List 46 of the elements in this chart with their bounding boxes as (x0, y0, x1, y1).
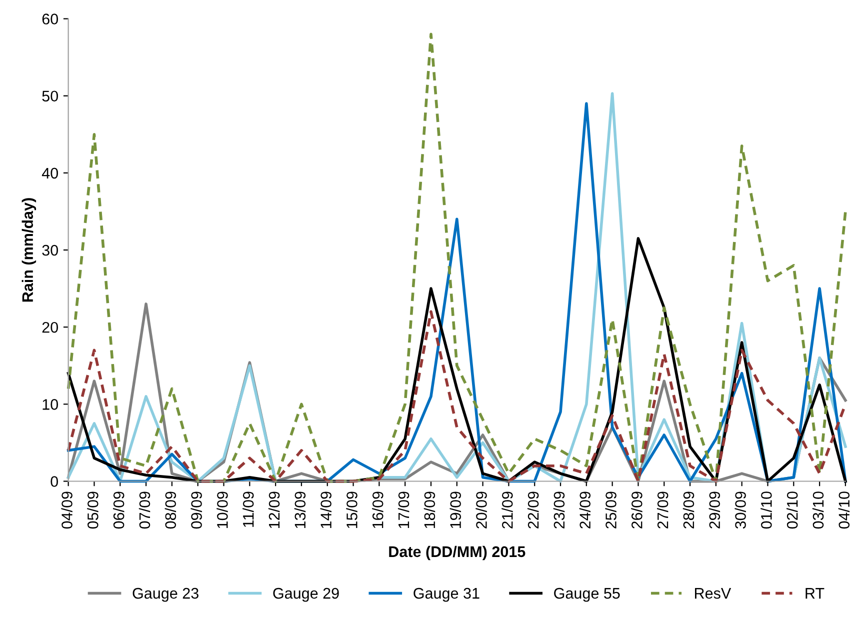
x-tick-label: 04/09 (61, 492, 72, 529)
x-tick-label: 18/09 (424, 492, 436, 528)
x-tick-label: 10/09 (216, 492, 228, 528)
x-tick-label: 01/10 (760, 492, 772, 529)
x-tick-label: 11/09 (242, 492, 254, 527)
x-tick-label: 12/09 (268, 492, 280, 528)
x-tick-label: 26/09 (631, 492, 642, 528)
x-tick-label: 28/09 (682, 492, 694, 528)
x-tick-label: 20/09 (476, 492, 487, 528)
x-tick-label: 03/10 (812, 492, 824, 529)
legend-label: Gauge 23 (132, 588, 198, 602)
x-tick-label: 17/09 (398, 492, 410, 528)
x-tick-label: 19/09 (450, 492, 461, 528)
x-tick-label: 09/09 (190, 492, 202, 529)
y-tick-label: 0 (50, 476, 58, 487)
legend-label: Gauge 55 (554, 588, 620, 602)
y-axis-title: Rain (mm/day) (22, 198, 36, 302)
x-tick-label: 13/09 (294, 492, 306, 528)
y-tick-label: 40 (42, 168, 58, 179)
y-tick-label: 20 (42, 322, 58, 333)
y-tick-label: 10 (42, 399, 58, 410)
x-tick-label: 29/09 (708, 492, 720, 528)
legend-label: RT (806, 588, 824, 599)
x-tick-label: 06/09 (113, 492, 124, 529)
x-tick-label: 04/10 (838, 492, 850, 529)
x-tick-label: 27/09 (657, 492, 668, 528)
x-tick-label: 22/09 (527, 492, 539, 528)
x-axis-title: Date (DD/MM) 2015 (389, 546, 526, 560)
legend-label: ResV (695, 588, 732, 599)
x-tick-label: 08/09 (164, 492, 176, 529)
x-tick-label: 05/09 (87, 492, 98, 529)
y-tick-label: 60 (42, 14, 58, 24)
x-tick-label: 02/10 (786, 492, 798, 529)
x-tick-label: 30/09 (734, 492, 746, 529)
x-tick-label: 21/09 (502, 492, 513, 528)
y-tick-label: 50 (42, 90, 58, 102)
x-tick-label: 23/09 (553, 492, 565, 528)
legend-label: Gauge 29 (273, 588, 339, 602)
x-tick-label: 24/09 (579, 492, 591, 528)
x-tick-label: 14/09 (320, 492, 332, 528)
x-tick-label: 25/09 (605, 492, 616, 528)
x-tick-label: 15/09 (346, 492, 358, 528)
x-tick-label: 07/09 (138, 492, 150, 529)
y-tick-label: 30 (42, 244, 58, 256)
legend-label: Gauge 31 (414, 588, 480, 602)
x-tick-label: 16/09 (372, 492, 384, 528)
